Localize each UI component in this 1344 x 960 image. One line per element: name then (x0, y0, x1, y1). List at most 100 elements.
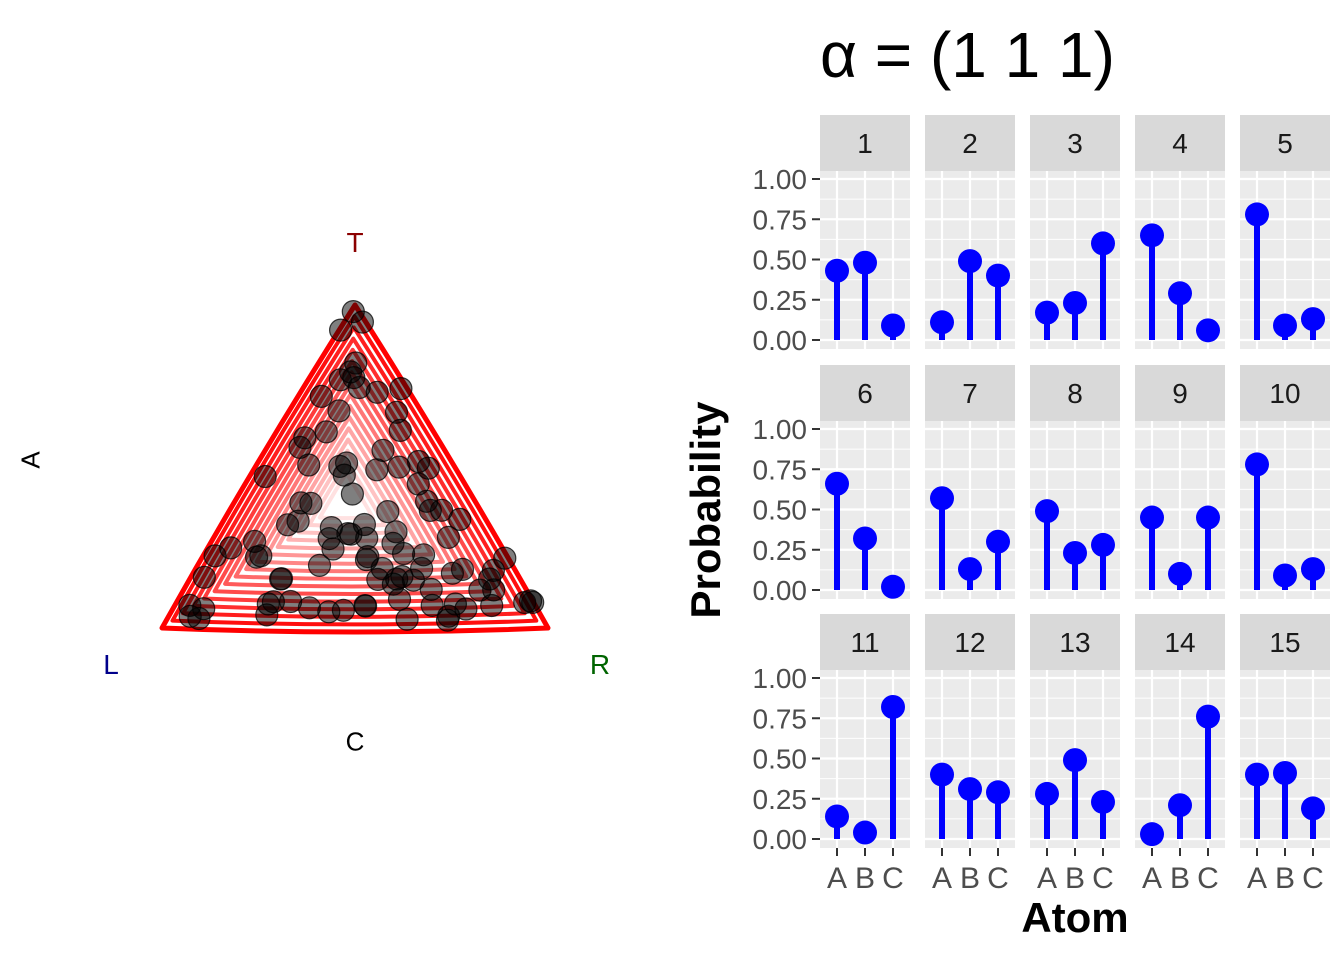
facet-strip (1030, 365, 1120, 421)
lollipop-point (1091, 789, 1115, 814)
density-contour (265, 415, 434, 559)
x-tick-label: A (1037, 862, 1057, 895)
ternary-label-right: R (589, 649, 611, 680)
x-tick-label: A (932, 862, 952, 895)
x-tick-label: B (1065, 862, 1085, 895)
lollipop-point (825, 258, 849, 283)
sample-point (384, 520, 408, 544)
sample-point (387, 587, 412, 611)
lollipop-point (1168, 793, 1192, 818)
sample-point (443, 592, 467, 616)
sample-point (365, 458, 389, 482)
sample-point (478, 567, 502, 591)
y-tick-label: 0.50 (753, 744, 808, 775)
facet-label: 4 (1172, 128, 1188, 159)
x-tick-label: A (827, 862, 847, 895)
facet-strip (925, 365, 1015, 421)
lollipop-point (1301, 796, 1325, 821)
lollipop-point (1245, 452, 1269, 477)
facet-label: 9 (1172, 378, 1188, 409)
facet-strip (820, 365, 910, 421)
facet-strip (1240, 115, 1330, 171)
y-tick-label: 0.00 (753, 325, 808, 356)
lollipop-point (1140, 505, 1164, 530)
y-tick-label: 0.25 (753, 535, 808, 566)
lollipop-point (986, 780, 1010, 805)
sample-point (192, 565, 216, 589)
lollipop-point (881, 574, 905, 599)
facet-strip (820, 115, 910, 171)
sample-point (178, 593, 202, 618)
lollipop-point (853, 820, 877, 845)
sample-point (370, 556, 394, 581)
lollipop-point (1245, 202, 1269, 227)
sample-point (297, 453, 321, 477)
facet-label: 12 (954, 627, 985, 658)
lollipop-point (881, 694, 905, 719)
sample-point (389, 377, 413, 401)
facet-label: 11 (850, 627, 879, 658)
ternary-plot (159, 300, 551, 635)
sample-point (289, 491, 313, 515)
facet-strip (1135, 115, 1225, 171)
lollipop-point (930, 762, 954, 787)
sample-point (329, 318, 353, 342)
density-contour (244, 392, 457, 574)
lollipop-point (881, 313, 905, 338)
lollipop-point (853, 526, 877, 551)
facet-label: 13 (1059, 627, 1090, 658)
x-tick-label: C (1197, 862, 1219, 895)
facet-strip (1030, 115, 1120, 171)
sample-point (203, 544, 227, 568)
lollipop-point (1091, 231, 1115, 256)
y-tick-label: 0.75 (753, 204, 808, 235)
facet-strip (925, 115, 1015, 171)
lollipop-point (1168, 561, 1192, 586)
lollipop-point (930, 486, 954, 511)
facet-label: 8 (1067, 378, 1083, 409)
sample-point (327, 399, 351, 423)
sample-point (376, 500, 400, 524)
sample-point (253, 464, 277, 489)
lollipop-point (1301, 557, 1325, 582)
lollipop-point (958, 777, 982, 802)
lollipop-point (825, 804, 849, 829)
facet-strip (1240, 614, 1330, 670)
lollipop-point (1140, 822, 1164, 847)
y-tick-label: 0.75 (753, 703, 808, 734)
sample-point (390, 564, 414, 589)
ternary-label-left: L (103, 649, 119, 680)
lollipop-point (1035, 300, 1059, 325)
ternary-label-top: T (346, 227, 364, 258)
y-tick-label: 0.50 (753, 245, 808, 276)
x-tick-label: B (1170, 862, 1190, 895)
facet-strip (820, 614, 910, 670)
facet-strip (925, 614, 1015, 670)
x-tick-label: B (1275, 862, 1295, 895)
lollipop-point (1063, 748, 1087, 773)
facet-label: 5 (1277, 128, 1293, 159)
sample-point (450, 557, 475, 582)
y-tick-label: 0.00 (753, 824, 808, 855)
facet-strip (1240, 365, 1330, 421)
x-tick-label: C (882, 862, 904, 895)
lollipop-point (1196, 704, 1220, 729)
x-tick-label: A (1247, 862, 1267, 895)
lollipop-point (825, 471, 849, 496)
sample-point (256, 592, 280, 616)
y-tick-label: 1.00 (753, 663, 808, 694)
facet-strip (1030, 614, 1120, 670)
sample-point (436, 525, 460, 550)
y-tick-label: 1.00 (753, 414, 808, 445)
x-tick-label: B (960, 862, 980, 895)
lollipop-point (1035, 781, 1059, 806)
sample-point (406, 472, 430, 496)
facet-label: 14 (1164, 627, 1195, 658)
density-contour (275, 426, 422, 551)
lollipop-point (1273, 313, 1297, 338)
density-contour (159, 302, 551, 635)
sample-point (309, 384, 333, 408)
lollipop-point (1063, 540, 1087, 565)
facet-strip (1135, 614, 1225, 670)
